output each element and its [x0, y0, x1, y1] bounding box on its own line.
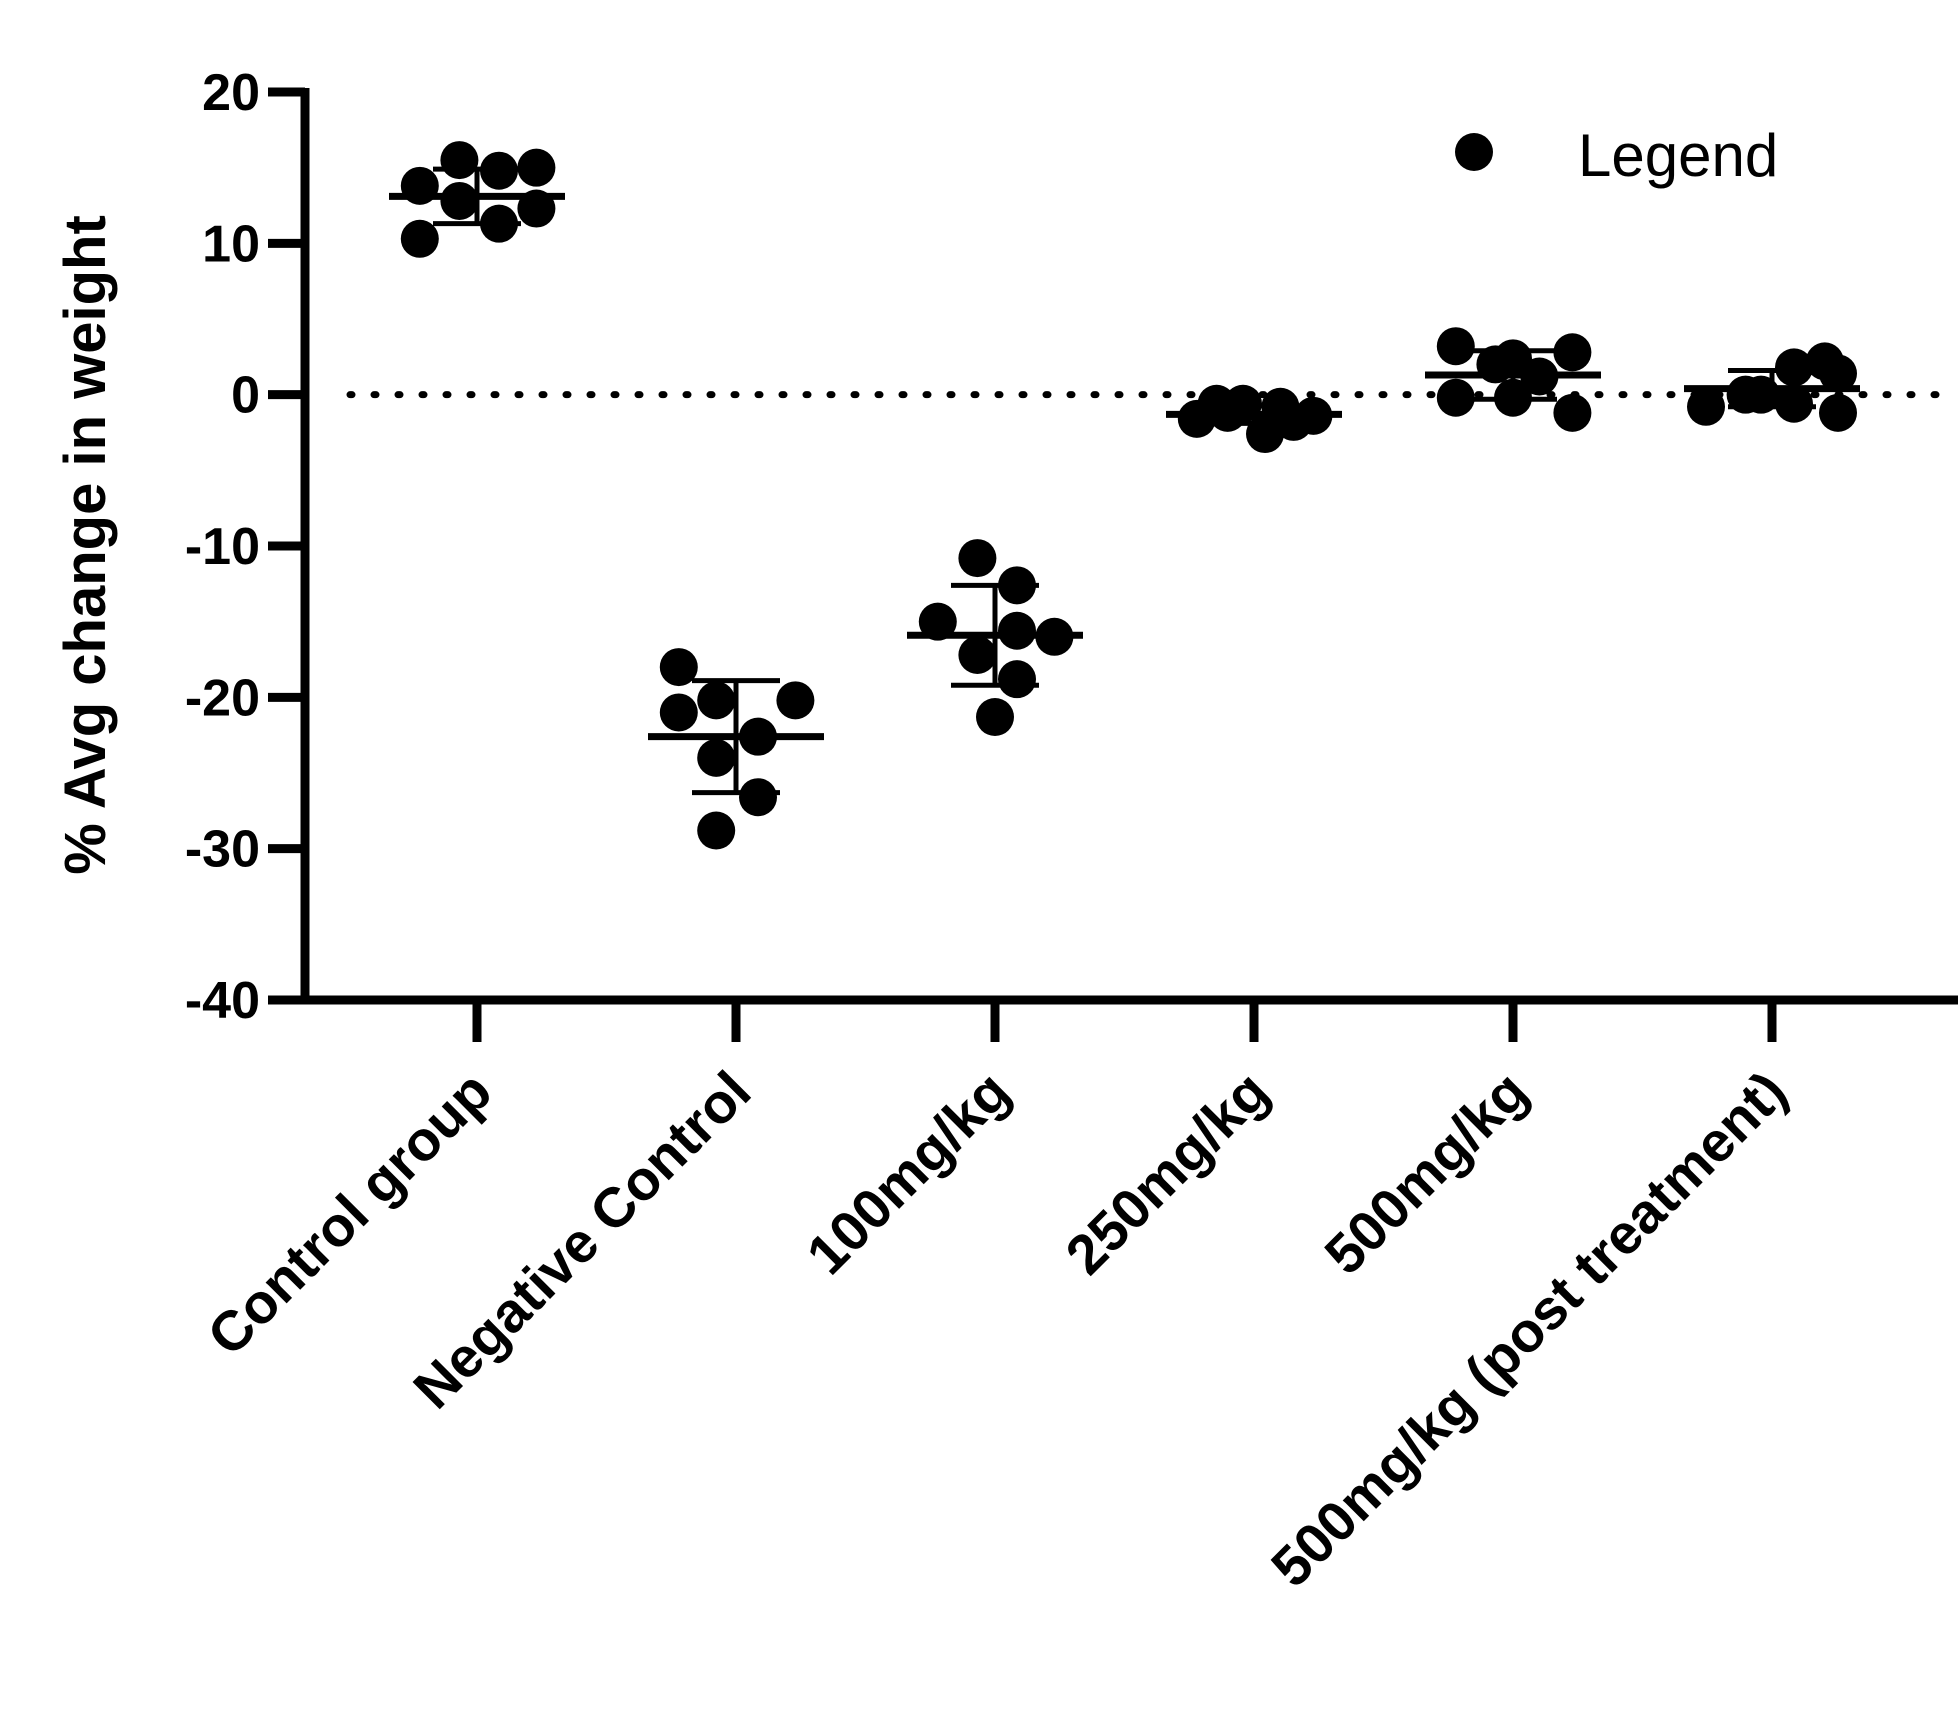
- x-tick-label: 500mg/kg: [1312, 1059, 1539, 1286]
- legend: Legend: [1455, 122, 1778, 189]
- data-point: [1687, 387, 1725, 426]
- x-tick-label: 250mg/kg: [1053, 1059, 1280, 1286]
- data-point: [976, 698, 1014, 737]
- data-point: [998, 611, 1036, 650]
- data-point: [958, 635, 997, 674]
- data-point: [1436, 378, 1475, 417]
- data-point: [440, 181, 479, 220]
- data-point: [659, 693, 698, 732]
- data-point: [1819, 354, 1857, 393]
- y-tick-label: -30: [185, 821, 260, 879]
- y-axis-title: % Avg change in weight: [53, 215, 118, 875]
- data-point: [1553, 333, 1592, 372]
- data-point: [659, 648, 698, 687]
- legend-label: Legend: [1578, 122, 1778, 189]
- data-point: [1819, 393, 1857, 432]
- data-point: [1553, 393, 1592, 432]
- data-point: [400, 219, 439, 258]
- y-tick-label: -20: [185, 669, 260, 727]
- x-tick-label: 500mg/kg (post treatment): [1259, 1059, 1799, 1599]
- y-tick-label: -40: [185, 972, 260, 1030]
- data-point: [918, 602, 957, 641]
- data-point: [958, 539, 997, 578]
- legend-marker: [1455, 133, 1493, 171]
- data-point: [697, 811, 736, 850]
- data-point: [1775, 348, 1813, 387]
- x-tick-label: 100mg/kg: [794, 1059, 1021, 1286]
- y-tick-label: 20: [202, 64, 260, 122]
- data-point: [440, 141, 479, 180]
- y-tick-label: 0: [231, 367, 260, 425]
- data-point: [776, 681, 815, 720]
- data-point: [697, 681, 736, 720]
- data-point: [517, 148, 556, 187]
- data-point: [739, 778, 777, 817]
- data-point: [697, 738, 736, 777]
- y-tick-label: 10: [202, 215, 260, 273]
- data-point: [998, 660, 1036, 699]
- data-point: [1436, 327, 1475, 366]
- data-point: [1775, 384, 1813, 423]
- y-tick-label: -10: [185, 518, 260, 576]
